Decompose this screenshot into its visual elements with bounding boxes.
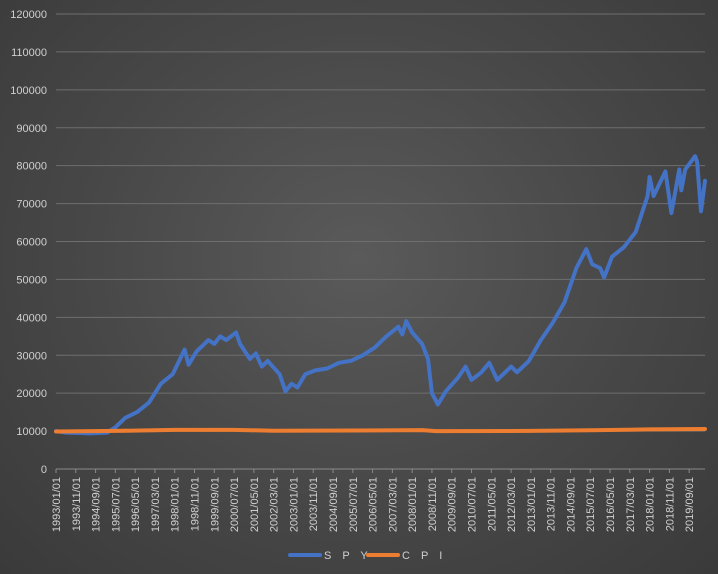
x-tick-label: 2018/11/01 (664, 477, 676, 531)
x-tick-label: 2013/11/01 (546, 477, 558, 531)
y-tick-label: 50000 (16, 274, 47, 286)
x-tick-label: 1998/11/01 (190, 477, 202, 531)
x-tick-label: 1997/03/01 (150, 477, 162, 532)
x-tick-label: 1994/09/01 (91, 477, 103, 532)
y-tick-label: 100000 (10, 85, 47, 97)
x-tick-label: 2006/05/01 (368, 477, 380, 532)
x-tick-label: 1995/07/01 (110, 477, 122, 532)
series-line-cpi (54, 427, 707, 434)
x-tick-label: 1993/01/01 (51, 477, 63, 532)
x-tick-label: 2002/03/01 (269, 477, 281, 532)
x-tick-label: 1996/05/01 (130, 477, 142, 532)
x-tick-label: 2015/07/01 (585, 477, 597, 532)
x-tick-label: 2019/09/01 (684, 477, 696, 532)
x-tick-label: 2010/07/01 (467, 477, 479, 532)
y-tick-label: 60000 (16, 237, 47, 249)
x-tick-label: 2016/05/01 (605, 477, 617, 532)
x-tick-label: 2009/09/01 (447, 477, 459, 532)
y-tick-label: 90000 (16, 123, 47, 135)
x-tick-label: 2014/09/01 (565, 477, 577, 532)
x-tick-label: 2005/07/01 (348, 477, 360, 532)
x-axis: 1993/01/01 1993/11/01 1994/09/01 1995/07/01… (51, 468, 705, 532)
x-tick-label: 2000/07/01 (229, 477, 241, 532)
x-tick-label: 2018/01/01 (645, 477, 657, 532)
y-tick-label: 0 (41, 464, 47, 476)
x-tick-label: 2011/05/01 (486, 477, 498, 531)
x-tick-label: 1998/01/01 (170, 477, 182, 532)
y-tick-label: 120000 (10, 9, 47, 21)
y-tick-label: 10000 (16, 426, 47, 438)
series-line-spy (54, 154, 707, 436)
x-tick-label: 1999/09/01 (209, 477, 221, 532)
x-tick-label: 2013/01/01 (526, 477, 538, 532)
y-tick-label: 40000 (16, 312, 47, 324)
x-tick-label: 2008/11/01 (427, 477, 439, 531)
legend-label: C P I (402, 550, 446, 562)
y-tick-label: 70000 (16, 199, 47, 211)
x-tick-label: 2012/03/01 (506, 477, 518, 532)
x-tick-label: 2007/03/01 (387, 477, 399, 532)
x-tick-label: 2008/01/01 (407, 477, 419, 532)
y-tick-label: 80000 (16, 161, 47, 173)
y-tick-label: 110000 (11, 47, 47, 59)
y-tick-label: 30000 (16, 350, 47, 362)
gridlines (56, 13, 705, 432)
y-tick-label: 20000 (16, 388, 47, 400)
y-axis: 0 10000 20000 30000 40000 50000 60000 70000 8000… (10, 9, 47, 476)
series-lines (54, 154, 707, 436)
x-tick-label: 2017/03/01 (625, 477, 637, 532)
x-tick-label: 2004/09/01 (328, 477, 340, 532)
x-tick-label: 2003/11/01 (308, 477, 320, 531)
x-tick-label: 1993/11/01 (71, 477, 83, 531)
legend-label: S P Y (324, 550, 372, 562)
x-tick-label: 2003/01/01 (288, 477, 300, 532)
x-tick-label: 2001/05/01 (249, 477, 261, 532)
